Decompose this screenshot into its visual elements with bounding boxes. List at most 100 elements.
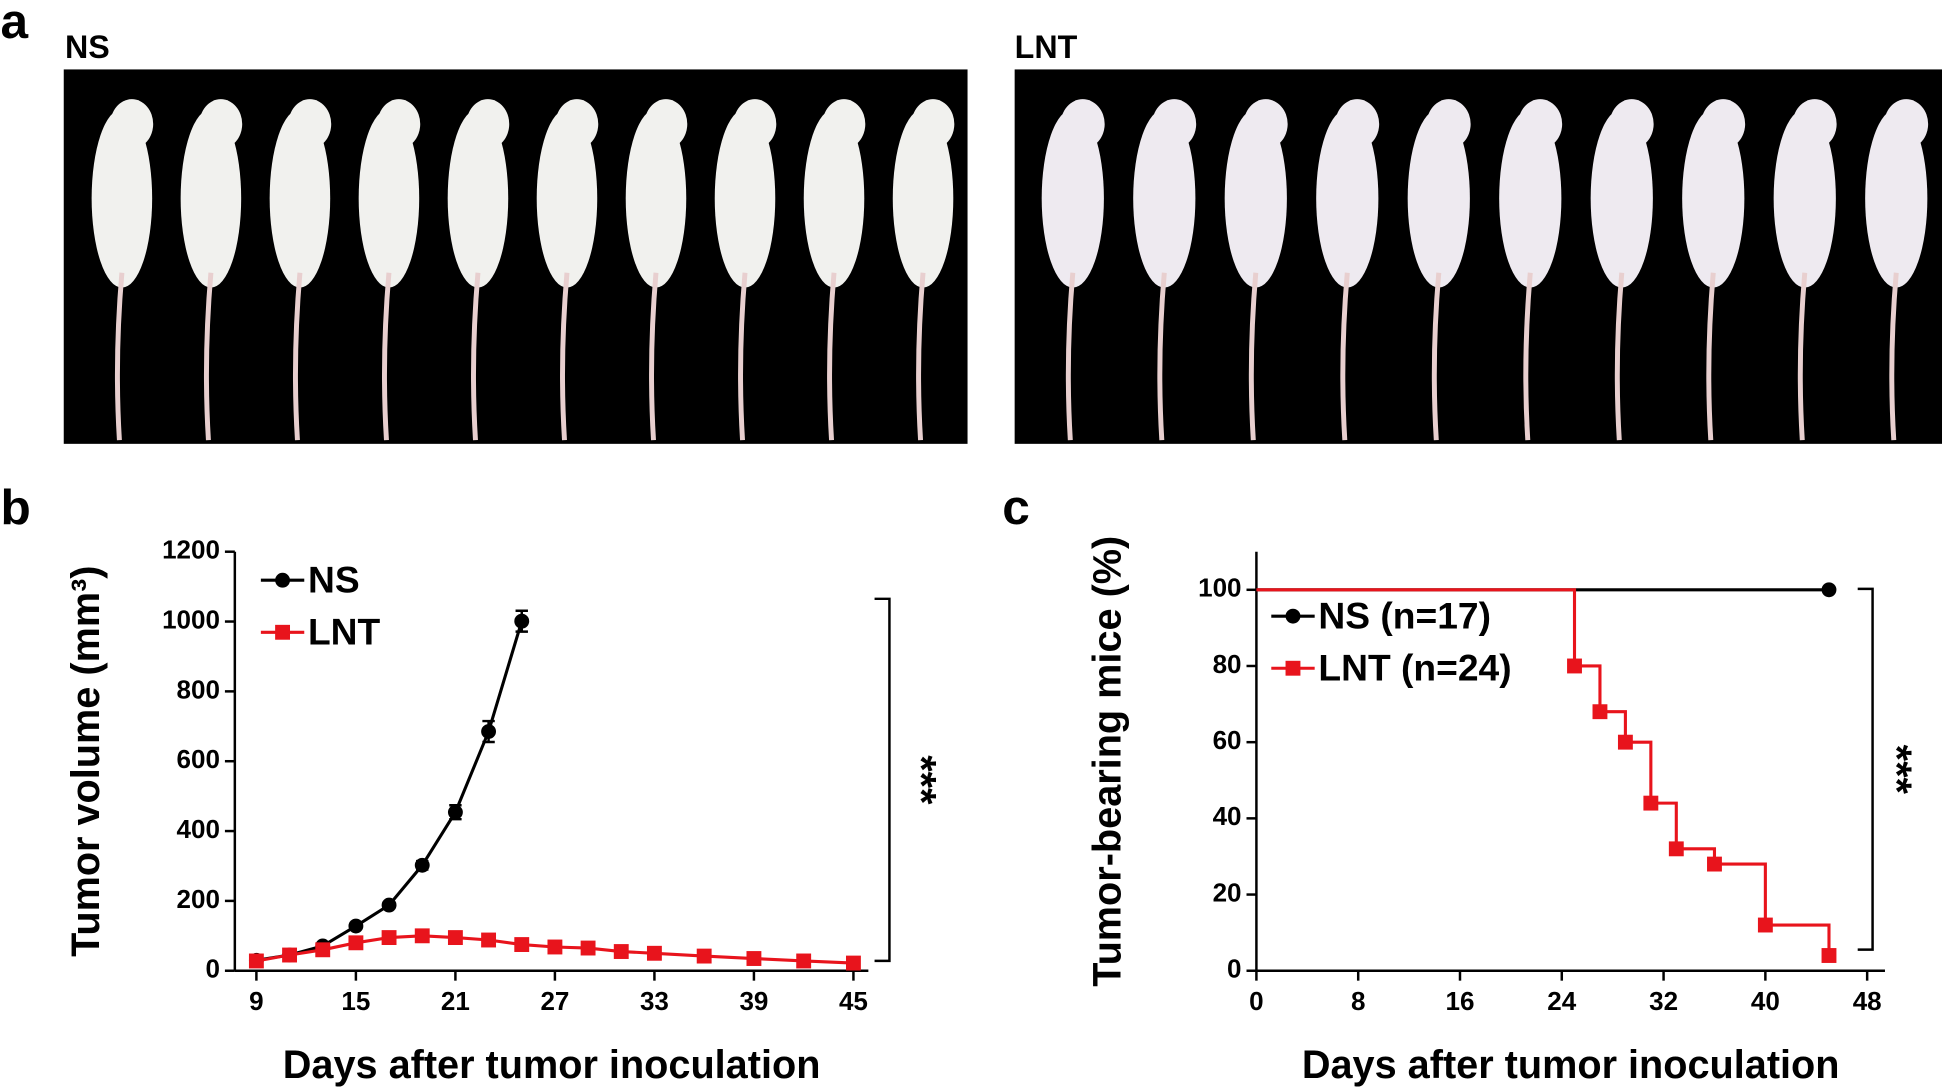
mouse-tail [560,272,570,441]
y-tick-label: 1200 [162,535,220,565]
mouse-tail [1065,272,1076,441]
significance: *** [898,755,945,805]
marker [481,932,497,948]
mouse-tail [649,272,659,441]
mouse-body [1316,109,1379,288]
mouse-body [892,109,954,288]
mouse-body [1773,109,1836,288]
mouse-head [1335,99,1380,149]
y-tick-label: 60 [1213,725,1242,755]
y-tick-label: 1000 [162,604,220,634]
mouse-body [1682,109,1745,288]
marker [646,945,662,961]
x-tick-label: 27 [540,986,569,1016]
x-tick-label: 39 [739,986,768,1016]
y-tick-label: 0 [205,954,219,984]
y-tick-label: 600 [177,744,220,774]
x-axis-label: Days after tumor inoculation [1302,1043,1840,1087]
mouse-head [377,99,421,149]
mouse-head [644,99,688,149]
mouse-body [1499,109,1562,288]
marker [348,918,364,934]
legend-marker [275,572,291,588]
mouse-tail [827,272,837,441]
x-tick-label: 40 [1751,986,1780,1016]
legend-label: NS (n=17) [1318,594,1491,636]
marker [696,948,712,964]
mouse-tail [203,272,214,441]
x-tick-label: 0 [1249,986,1263,1016]
marker [1707,856,1722,872]
y-tick-label: 80 [1213,649,1242,679]
marker [414,928,430,944]
mouse-head [1701,99,1746,149]
y-tick-label: 800 [177,674,220,704]
y-tick-label: 40 [1213,801,1242,831]
mouse-head [733,99,777,149]
x-tick-label: 9 [249,986,263,1016]
significance-bracket [874,597,891,963]
y-tick-label: 200 [177,884,220,914]
mouse-head [1152,99,1197,149]
x-axis-label: Days after tumor inoculation [283,1043,821,1087]
mouse-body [1133,109,1196,288]
mouse-head [555,99,599,149]
significance: *** [1874,745,1921,795]
panel-label: a [1,0,29,49]
mouse-head [199,99,243,149]
mouse-tail [1340,272,1350,441]
mouse-tail [114,272,125,441]
marker [381,930,397,946]
x-tick-label: 45 [839,986,868,1016]
y-tick-label: 0 [1227,954,1241,984]
mouse-head [1243,99,1288,149]
mouse-tail [1614,272,1625,441]
photo-label: LNT [1015,29,1078,65]
mice [91,99,1929,441]
marker [447,930,463,946]
x-tick-label: 16 [1446,986,1475,1016]
mouse-tail [1889,272,1899,441]
mouse-body [358,109,420,288]
photo-label: NS [65,29,110,65]
panel-label: c [1002,479,1030,535]
marker [1643,795,1659,811]
marker [1757,917,1773,933]
legend-label: LNT [308,611,381,653]
mouse-head [911,99,955,149]
marker [248,953,264,969]
mouse-tail [381,272,392,441]
mouse-head [822,99,866,149]
mouse-body [91,109,153,288]
marker [282,947,298,963]
marker [481,724,497,739]
x-tick-label: 32 [1649,986,1678,1016]
mouse-tail [1797,272,1808,441]
mouse-body [536,109,598,288]
marker [1567,658,1582,674]
mouse-tail [916,272,926,441]
legend-marker [1285,660,1301,676]
marker [1821,582,1837,598]
marker [1821,948,1837,963]
mouse-body [1224,109,1287,288]
marker [746,951,762,966]
legend-label: LNT (n=24) [1318,647,1511,689]
mouse-tail [1523,272,1533,441]
y-axis-label: Tumor-bearing mice (%) [1086,536,1130,987]
y-tick-label: 20 [1213,877,1242,907]
mouse-head [1792,99,1837,149]
marker [414,857,430,873]
y-tick-label: 400 [177,814,220,844]
marker [613,944,629,959]
mouse-head [1060,99,1105,149]
x-tick-label: 21 [441,986,470,1016]
marker [514,937,530,952]
mouse-head [1884,99,1929,149]
mouse-tail [1706,272,1716,441]
mouse-head [288,99,332,149]
marker [580,940,596,956]
x-tick-label: 15 [341,986,370,1016]
mouse-head [1609,99,1654,149]
